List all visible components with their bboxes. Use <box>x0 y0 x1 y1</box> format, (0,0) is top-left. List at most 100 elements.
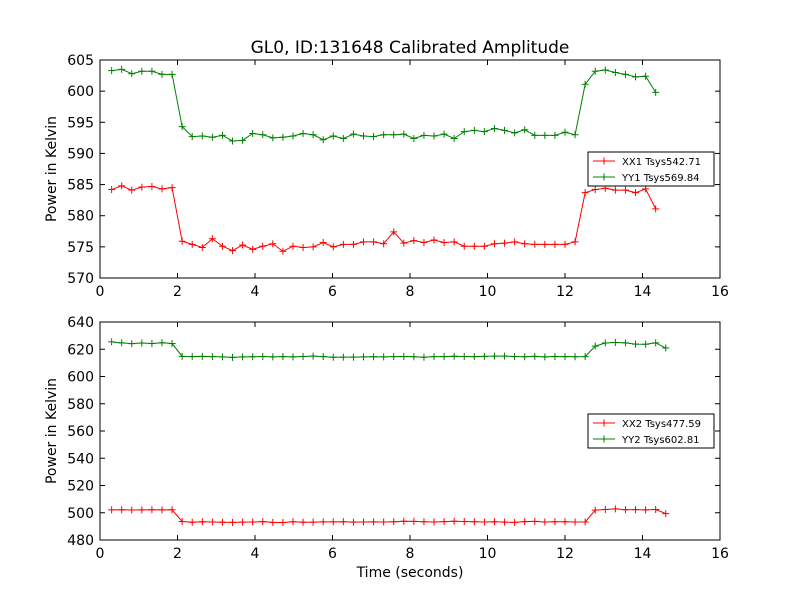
legend: XX2 Tsys477.59 YY2 Tsys602.81 <box>587 413 715 449</box>
data-point <box>611 505 619 513</box>
data-point <box>551 518 559 526</box>
data-point <box>168 70 176 78</box>
data-point <box>450 517 458 525</box>
data-point <box>621 506 629 514</box>
data-point <box>158 506 166 514</box>
legend-label: YY1 Tsys569.84 <box>621 173 700 184</box>
data-point <box>178 352 186 360</box>
data-point <box>450 238 458 246</box>
data-point <box>460 517 468 525</box>
y-tick-label: 480 <box>67 533 94 549</box>
data-point <box>108 338 116 346</box>
data-point <box>601 505 609 513</box>
data-point <box>632 340 640 348</box>
data-point <box>299 352 307 360</box>
data-point <box>662 510 670 518</box>
data-point <box>108 506 116 514</box>
data-point <box>339 240 347 248</box>
data-point <box>511 352 519 360</box>
x-tick-label: 0 <box>96 284 105 300</box>
x-tick-label: 8 <box>406 546 415 562</box>
data-point <box>178 237 186 245</box>
y-tick-label: 570 <box>67 271 94 287</box>
data-point <box>319 136 327 144</box>
data-point <box>309 352 317 360</box>
data-point <box>531 517 539 525</box>
y-tick-label: 560 <box>67 424 94 440</box>
data-point <box>128 506 136 514</box>
data-point <box>632 506 640 514</box>
figure-title: GL0, ID:131648 Calibrated Amplitude <box>251 38 570 58</box>
data-point <box>531 131 539 139</box>
legend: XX1 Tsys542.71 YY1 Tsys569.84 <box>587 151 715 187</box>
data-point <box>188 518 196 526</box>
legend-box <box>587 413 715 449</box>
data-point <box>501 126 509 134</box>
data-point <box>501 352 509 360</box>
data-point <box>289 353 297 361</box>
x-tick-label: 2 <box>173 284 182 300</box>
data-point <box>440 518 448 526</box>
data-point <box>128 70 136 78</box>
data-point <box>501 518 509 526</box>
data-point <box>490 352 498 360</box>
data-point <box>621 186 629 194</box>
data-point <box>460 352 468 360</box>
x-axis-label: Time (seconds) <box>356 565 464 581</box>
data-point <box>611 186 619 194</box>
x-tick-label: 12 <box>556 546 574 562</box>
data-point <box>289 132 297 140</box>
data-point <box>642 340 650 348</box>
data-point <box>239 353 247 361</box>
data-point <box>208 353 216 361</box>
data-point <box>138 67 146 75</box>
data-point <box>581 353 589 361</box>
data-point <box>511 238 519 246</box>
data-point <box>198 352 206 360</box>
data-point <box>480 352 488 360</box>
data-point <box>652 205 660 213</box>
data-point <box>571 518 579 526</box>
data-point <box>440 238 448 246</box>
data-point <box>561 240 569 248</box>
data-point <box>430 132 438 140</box>
data-point <box>400 130 408 138</box>
data-point <box>652 88 660 96</box>
data-point <box>309 518 317 526</box>
data-point <box>581 518 589 526</box>
data-point <box>259 131 267 139</box>
data-point <box>198 132 206 140</box>
data-point <box>490 518 498 526</box>
data-point <box>480 128 488 136</box>
legend-label: XX1 Tsys542.71 <box>622 157 701 168</box>
y-axis-label: Power in Kelvin <box>44 116 60 222</box>
top-plot: 0 2 4 6 8 10 12 14 16 570 575 580 585 590 595 600 605 Pow… <box>44 53 729 300</box>
x-tick-label: 4 <box>251 546 260 562</box>
data-point <box>420 353 428 361</box>
data-point <box>299 129 307 137</box>
y-tick-label: 580 <box>67 209 94 225</box>
data-point <box>551 352 559 360</box>
data-point <box>279 133 287 141</box>
x-tick-label: 16 <box>711 546 729 562</box>
x-tick-label: 16 <box>711 284 729 300</box>
data-point <box>299 518 307 526</box>
y-tick-label: 580 <box>67 397 94 413</box>
data-point <box>430 353 438 361</box>
data-point <box>490 240 498 248</box>
x-tick-label: 0 <box>96 546 105 562</box>
legend-marker <box>600 435 608 443</box>
x-tick-label: 10 <box>479 546 497 562</box>
data-point <box>360 238 367 246</box>
legend-label: YY2 Tsys602.81 <box>621 435 700 446</box>
data-point <box>551 131 559 139</box>
data-point <box>561 128 569 136</box>
data-point <box>279 247 287 255</box>
data-point <box>380 131 388 139</box>
data-point <box>319 238 327 246</box>
data-point <box>229 247 237 255</box>
y-tick-label: 520 <box>67 479 94 495</box>
data-point <box>269 518 277 526</box>
x-tick-label: 4 <box>251 284 260 300</box>
data-point <box>349 353 357 361</box>
